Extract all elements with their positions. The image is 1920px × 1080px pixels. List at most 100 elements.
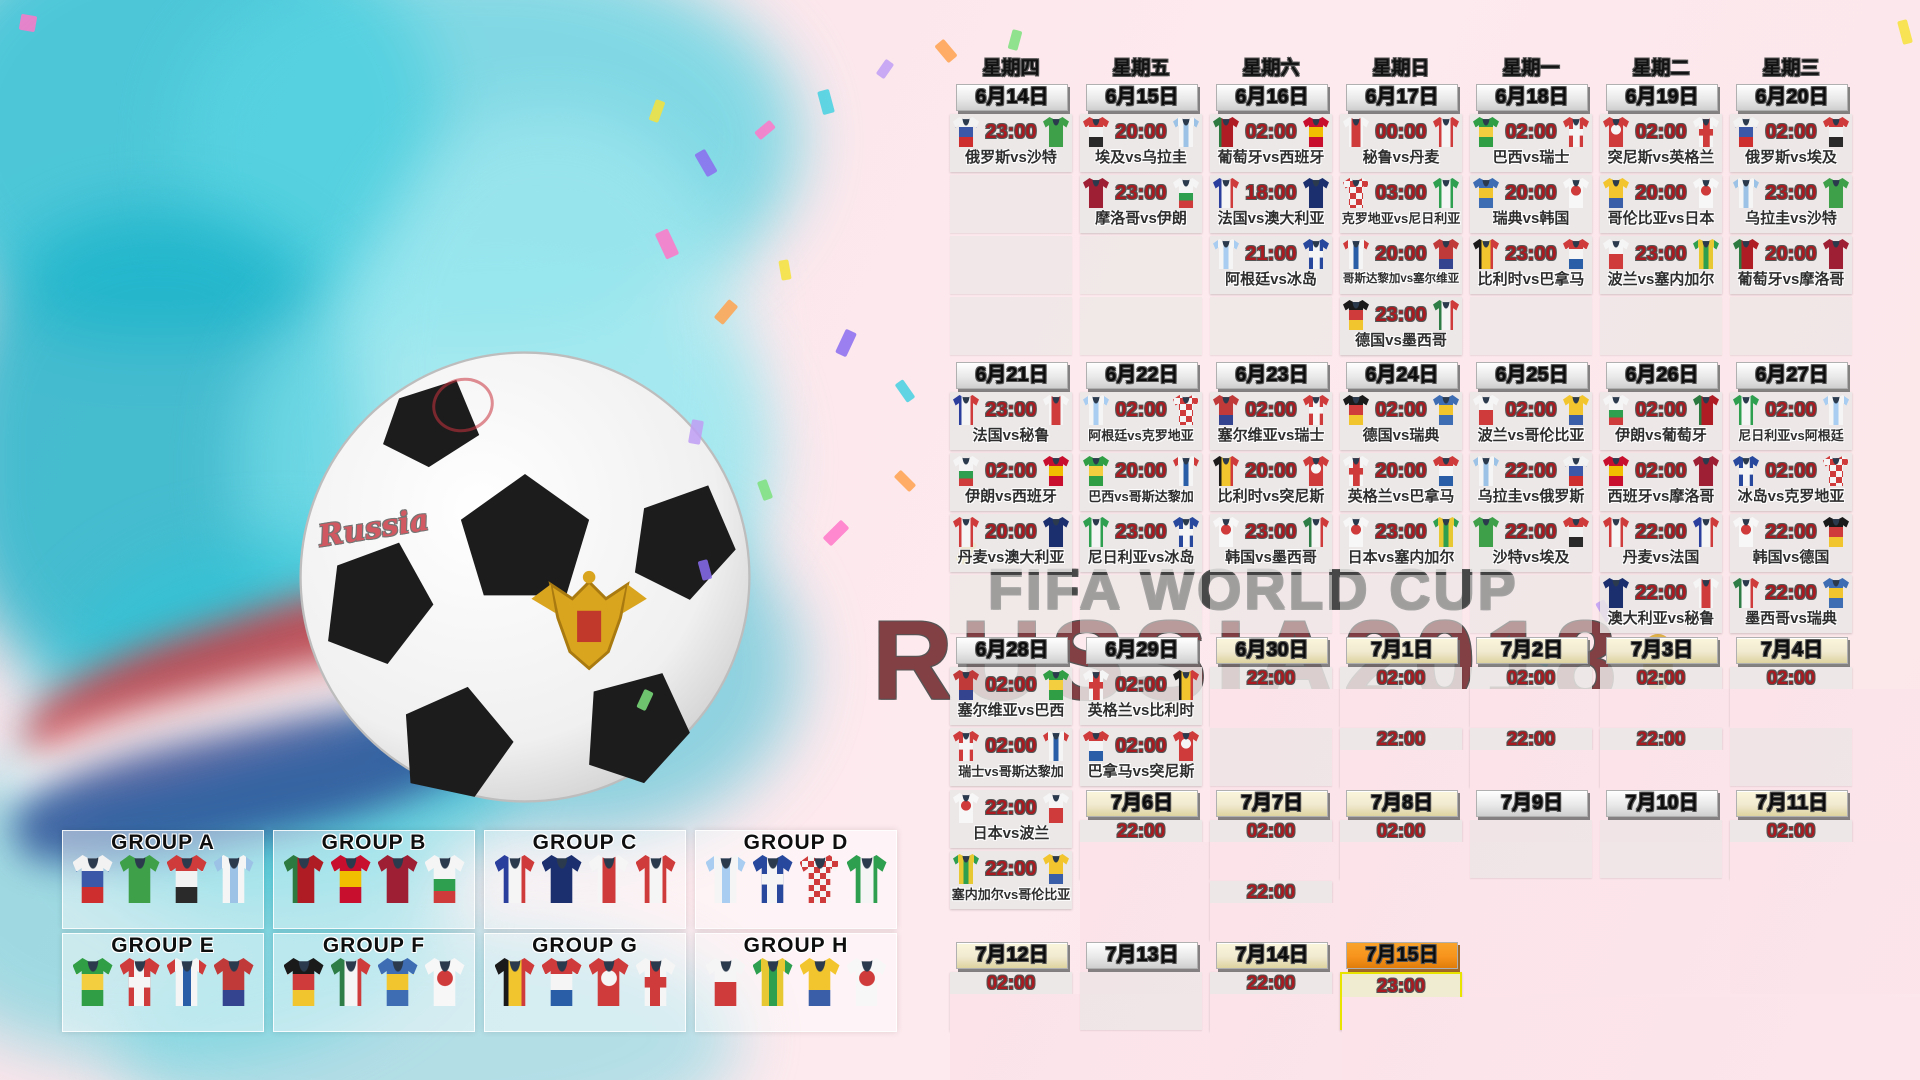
match-row: 22:00: [950, 790, 1072, 824]
match-row: 00:00: [1340, 114, 1462, 148]
match-teams: 俄罗斯vs沙特: [965, 149, 1057, 166]
group-label: GROUP A: [111, 831, 215, 854]
empty-cell: [1210, 728, 1332, 786]
match-teams: 法国vs澳大利亚: [1217, 210, 1325, 227]
match-row: 20:00: [1340, 453, 1462, 487]
date-button: 7月12日: [956, 942, 1068, 969]
match-row: 02:00: [1730, 453, 1852, 487]
empty-cell: [1080, 236, 1202, 294]
match-row: 18:00: [1210, 175, 1332, 209]
match-time: 23:00: [985, 120, 1037, 143]
match-time: 02:00: [985, 459, 1037, 482]
team-jersey-icon: [846, 855, 887, 903]
match-cell: 22:00 乌拉圭vs俄罗斯: [1470, 453, 1592, 511]
match-time: 23:00: [985, 398, 1037, 421]
match-cell: 22:00 沙特vs埃及: [1470, 514, 1592, 572]
empty-cell: [1470, 820, 1592, 878]
match-time: 02:00: [1246, 821, 1296, 842]
match-time: 02:00: [985, 673, 1037, 696]
team-jersey-icon: [166, 958, 207, 1006]
match-time: 02:00: [1636, 668, 1686, 689]
group-teams-row: [274, 855, 474, 903]
date-button: 7月2日: [1476, 637, 1588, 664]
date-button: 6月29日: [1086, 637, 1198, 664]
match-cell: 23:00 德国vs墨西哥: [1340, 297, 1462, 355]
match-teams: 尼日利亚vs冰岛: [1087, 549, 1195, 566]
date-button: 6月30日: [1216, 637, 1328, 664]
match-row: 23:00: [1600, 236, 1722, 270]
match-row: 02:00: [1080, 728, 1202, 762]
match-cell: 02:00 尼日利亚vs阿根廷: [1730, 392, 1852, 450]
match-teams: 法国vs秘鲁: [972, 427, 1050, 444]
match-cell: 18:00 法国vs澳大利亚: [1210, 175, 1332, 233]
match-row: 20:00: [1080, 453, 1202, 487]
match-time: 02:00: [985, 734, 1037, 757]
match-row: 23:00: [1730, 175, 1852, 209]
weekday-label: 星期三: [1762, 58, 1820, 79]
match-teams: 葡萄牙vs摩洛哥: [1737, 271, 1845, 288]
weekday-label: 星期一: [1502, 58, 1560, 79]
date-button: 7月3日: [1606, 637, 1718, 664]
match-time: 22:00: [1246, 668, 1296, 689]
match-time: 23:00: [1765, 181, 1817, 204]
team-jersey-icon: [705, 958, 746, 1006]
match-row: 23:00: [1210, 514, 1332, 548]
match-time: 22:00: [1635, 581, 1687, 604]
match-teams: 巴拿马vs突尼斯: [1087, 763, 1195, 780]
match-time: 22:00: [1765, 520, 1817, 543]
match-teams: 墨西哥vs瑞典: [1745, 610, 1837, 627]
match-time: 20:00: [1245, 459, 1297, 482]
match-row: 02:00: [1340, 392, 1462, 426]
empty-cell: [950, 575, 1072, 633]
match-time: 23:00: [1505, 242, 1557, 265]
match-cell: 22:00 丹麦vs法国: [1600, 514, 1722, 572]
group-teams-row: [696, 958, 896, 1006]
group-teams-row: [696, 855, 896, 903]
match-time: 20:00: [1375, 459, 1427, 482]
empty-cell: [1080, 297, 1202, 355]
match-row: 02:00: [1730, 114, 1852, 148]
match-row: 02:00: [1600, 453, 1722, 487]
match-row: 23:00: [1080, 175, 1202, 209]
match-time: 23:00: [1115, 181, 1167, 204]
group-box-c: GROUP C: [484, 830, 686, 929]
match-time: 22:00: [985, 796, 1037, 819]
match-teams: 波兰vs哥伦比亚: [1477, 427, 1585, 444]
date-button: 7月6日: [1086, 790, 1198, 817]
group-teams-row: [485, 855, 685, 903]
match-time: 02:00: [1765, 459, 1817, 482]
team-jersey-icon: [166, 855, 207, 903]
match-cell: 02:00 德国vs瑞典: [1340, 392, 1462, 450]
match-row: 02:00: [1470, 114, 1592, 148]
match-time: 02:00: [1115, 734, 1167, 757]
match-teams: 哥斯达黎加vs塞尔维亚: [1342, 273, 1460, 285]
match-teams: 埃及vs乌拉圭: [1095, 149, 1187, 166]
team-jersey-icon: [424, 958, 465, 1006]
match-teams: 巴西vs瑞士: [1492, 149, 1570, 166]
match-row: 20:00: [1340, 236, 1462, 270]
match-time: 20:00: [1635, 181, 1687, 204]
match-time: 02:00: [1115, 398, 1167, 421]
match-teams: 哥伦比亚vs日本: [1607, 210, 1715, 227]
match-time: 20:00: [985, 520, 1037, 543]
match-cell: 20:00 瑞典vs韩国: [1470, 175, 1592, 233]
match-teams: 比利时vs突尼斯: [1217, 488, 1325, 505]
match-cell: 22:00 韩国vs德国: [1730, 514, 1852, 572]
match-row: 20:00: [1730, 236, 1852, 270]
team-jersey-icon: [846, 958, 887, 1006]
match-time: 22:00: [1765, 581, 1817, 604]
date-button: 6月17日: [1346, 84, 1458, 111]
match-time: 02:00: [1245, 120, 1297, 143]
empty-cell: [950, 297, 1072, 355]
match-teams: 瑞典vs韩国: [1492, 210, 1570, 227]
match-teams: 伊朗vs葡萄牙: [1615, 427, 1707, 444]
match-time: 21:00: [1245, 242, 1297, 265]
empty-cell: [1470, 575, 1592, 633]
date-button: 6月19日: [1606, 84, 1718, 111]
match-row: 22:00: [1730, 514, 1852, 548]
empty-cell: [1210, 575, 1332, 633]
match-cell: 02:00 巴拿马vs突尼斯: [1080, 728, 1202, 786]
match-time: 20:00: [1505, 181, 1557, 204]
